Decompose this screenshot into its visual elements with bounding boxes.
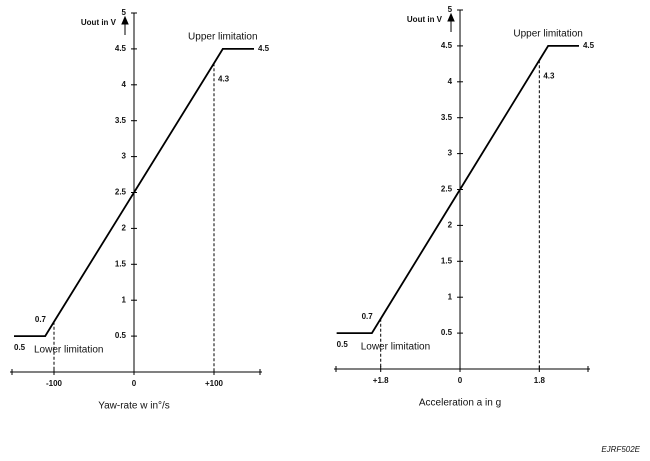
y-axis-label: Uout in V	[407, 15, 443, 24]
y-tick-label: 1	[122, 295, 127, 304]
y-tick-label: 1.5	[441, 256, 453, 265]
y-tick-label: 4	[448, 77, 453, 86]
y-tick-label: 3	[448, 149, 453, 158]
y-tick-label: 2	[122, 224, 127, 233]
y-tick-label: 4	[122, 80, 127, 89]
y-tick-label: 2	[448, 221, 453, 230]
annotation: Upper limitation	[513, 29, 582, 40]
x-axis-label: Yaw-rate w in°/s	[98, 401, 170, 412]
value-label: 0.7	[362, 312, 374, 321]
y-tick-label: 5	[448, 5, 453, 14]
y-tick-label: 3	[122, 152, 127, 161]
x-axis-label: Acceleration a in g	[419, 398, 501, 409]
y-tick-label: 0.5	[115, 331, 127, 340]
x-tick-label: 0	[132, 379, 137, 388]
value-label: 0.5	[337, 340, 349, 349]
footer: EJRF502E	[601, 445, 640, 454]
value-label: 4.3	[543, 71, 555, 80]
value-label: 0.7	[35, 315, 47, 324]
x-tick-label: 1.8	[534, 376, 546, 385]
value-label: 4.5	[583, 41, 595, 50]
y-tick-label: 4.5	[441, 41, 453, 50]
y-axis-arrow	[447, 12, 455, 32]
y-tick-label: 2.5	[441, 185, 453, 194]
y-tick-label: 2.5	[115, 188, 127, 197]
x-tick-label: 0	[458, 376, 463, 385]
x-tick-label: +100	[205, 379, 224, 388]
annotation: Upper limitation	[188, 32, 257, 43]
annotation: Lower limitation	[34, 344, 103, 355]
y-tick-label: 3.5	[441, 113, 453, 122]
y-tick-label: 3.5	[115, 116, 127, 125]
y-axis-label: Uout in V	[81, 18, 117, 27]
y-tick-label: 5	[122, 8, 127, 17]
x-tick-label: +1.8	[373, 376, 389, 385]
y-tick-label: 0.5	[441, 328, 453, 337]
line	[336, 45, 579, 334]
value-label: 0.5	[14, 343, 26, 352]
y-tick-label: 1.5	[115, 259, 127, 268]
value-label: 4.3	[218, 74, 230, 83]
x-tick-label: -100	[46, 379, 63, 388]
y-tick-label: 1	[448, 292, 453, 301]
y-tick-label: 4.5	[115, 44, 127, 53]
annotation: Lower limitation	[361, 341, 430, 352]
line	[14, 48, 254, 337]
value-label: 4.5	[258, 44, 270, 53]
y-axis-arrow	[121, 15, 129, 35]
